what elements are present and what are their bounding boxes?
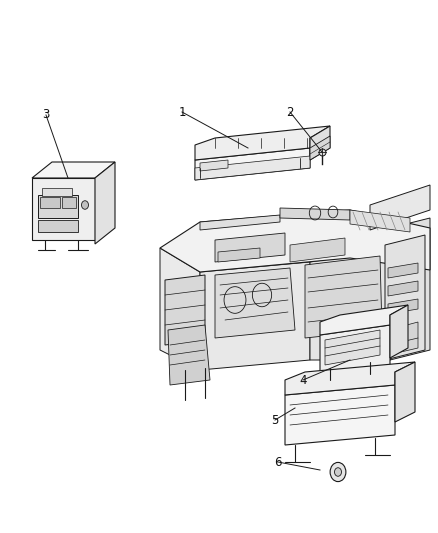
- Polygon shape: [285, 385, 395, 445]
- Polygon shape: [200, 262, 310, 370]
- Polygon shape: [388, 281, 418, 296]
- Polygon shape: [305, 256, 382, 338]
- Polygon shape: [320, 305, 408, 335]
- Polygon shape: [310, 136, 330, 160]
- Polygon shape: [165, 275, 205, 345]
- Polygon shape: [95, 162, 115, 244]
- Polygon shape: [350, 210, 410, 232]
- Text: 4: 4: [299, 374, 307, 386]
- Polygon shape: [388, 322, 418, 355]
- Polygon shape: [40, 197, 60, 208]
- Polygon shape: [388, 263, 418, 278]
- Polygon shape: [160, 248, 200, 370]
- Polygon shape: [370, 185, 430, 230]
- Polygon shape: [310, 126, 330, 160]
- Polygon shape: [195, 148, 310, 180]
- Polygon shape: [195, 156, 310, 180]
- Circle shape: [330, 463, 346, 482]
- Polygon shape: [38, 220, 78, 232]
- Polygon shape: [390, 305, 408, 358]
- Circle shape: [81, 201, 88, 209]
- Polygon shape: [280, 208, 350, 220]
- Polygon shape: [215, 268, 295, 338]
- Polygon shape: [160, 210, 430, 272]
- Polygon shape: [325, 330, 380, 365]
- Polygon shape: [32, 178, 95, 240]
- Polygon shape: [320, 325, 390, 378]
- Text: 1: 1: [178, 106, 186, 118]
- Polygon shape: [310, 250, 390, 360]
- Polygon shape: [388, 299, 418, 314]
- Text: 5: 5: [271, 414, 279, 426]
- Polygon shape: [42, 188, 72, 196]
- Polygon shape: [215, 233, 285, 262]
- Polygon shape: [168, 325, 210, 385]
- Text: 6: 6: [274, 456, 282, 469]
- Polygon shape: [385, 235, 425, 360]
- Polygon shape: [32, 162, 115, 178]
- Text: 3: 3: [42, 109, 49, 122]
- Polygon shape: [218, 248, 260, 262]
- Polygon shape: [285, 362, 415, 395]
- Polygon shape: [62, 197, 76, 208]
- Polygon shape: [195, 126, 330, 160]
- Polygon shape: [200, 215, 280, 230]
- Polygon shape: [395, 362, 415, 422]
- Text: 2: 2: [286, 106, 294, 118]
- Circle shape: [335, 468, 342, 477]
- Polygon shape: [200, 160, 228, 171]
- Polygon shape: [38, 195, 78, 218]
- Polygon shape: [290, 238, 345, 262]
- Polygon shape: [390, 218, 430, 360]
